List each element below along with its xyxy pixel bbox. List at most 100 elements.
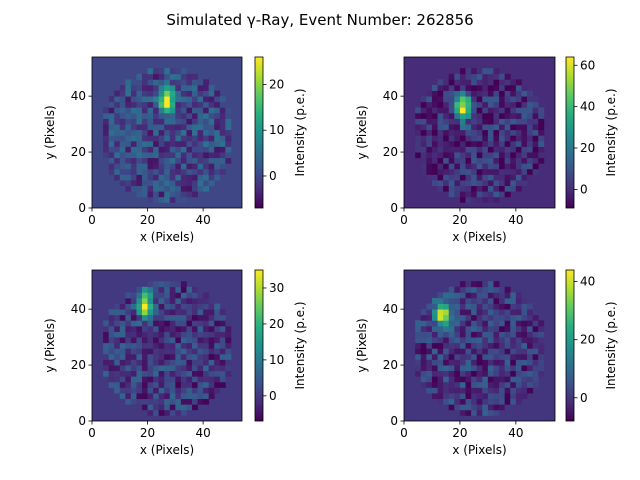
pixel-cell (426, 140, 433, 147)
pixel-cell (493, 101, 500, 108)
pixel-cell (538, 348, 545, 355)
pixel-cell (476, 124, 483, 131)
pixel-cell (510, 381, 517, 388)
pixel-cell (142, 174, 148, 181)
pixel-cell (114, 325, 121, 332)
pixel-cell (471, 376, 478, 383)
pixel-cell (448, 129, 455, 136)
pixel-cell (443, 140, 450, 147)
pixel-cell (153, 124, 160, 131)
pixel-cell (431, 84, 438, 91)
pixel-cell (169, 140, 176, 147)
pixel-cell (471, 146, 478, 153)
pixel-cell (186, 163, 193, 170)
pixel-cell (476, 196, 483, 203)
pixel-cell (476, 118, 483, 125)
pixel-cell (487, 129, 494, 136)
pixel-cell (499, 337, 506, 344)
pixel-cell (142, 303, 148, 310)
pixel-cell (420, 135, 427, 142)
pixel-cell (426, 96, 433, 103)
pixel-cell (186, 84, 193, 91)
pixel-cell (527, 381, 534, 388)
pixel-cell (169, 286, 176, 293)
pixel-cell (153, 107, 160, 114)
pixel-cell (459, 404, 466, 411)
pixel-cell (192, 286, 198, 293)
pixel-cell (437, 314, 444, 321)
pixel-cell (164, 342, 171, 349)
pixel-cell (454, 180, 461, 187)
pixel-cell (465, 68, 472, 75)
pixel-cell (493, 353, 500, 360)
pixel-cell (175, 353, 182, 360)
pixel-cell (197, 342, 204, 349)
pixel-cell (175, 135, 182, 142)
pixel-cell (426, 342, 433, 349)
pixel-cell (180, 107, 187, 114)
pixel-cell (108, 342, 115, 349)
pixel-cell (164, 84, 171, 91)
pixel-cell (142, 353, 148, 360)
pixel-cell (454, 309, 461, 316)
pixel-cell (532, 381, 539, 388)
pixel-cell (214, 353, 221, 360)
x-axis-label: x (Pixels) (140, 230, 194, 244)
pixel-cell (214, 342, 221, 349)
pixel-cell (158, 281, 165, 288)
pixel-cell (504, 393, 511, 400)
pixel-cell (448, 90, 455, 97)
pixel-cell (103, 152, 110, 159)
pixel-cell (153, 365, 160, 372)
pixel-cell (164, 73, 171, 80)
pixel-cell (147, 409, 154, 416)
pixel-cell (437, 180, 444, 187)
pixel-cell (532, 376, 539, 383)
pixel-cell (142, 325, 148, 332)
pixel-cell (459, 146, 466, 153)
pixel-cell (510, 365, 517, 372)
pixel-cell (476, 281, 483, 288)
pixel-cell (443, 387, 450, 394)
pixel-cell (527, 96, 534, 103)
pixel-cell (454, 320, 461, 327)
pixel-cell (203, 320, 210, 327)
pixel-cell (443, 124, 450, 131)
pixel-cell (487, 157, 494, 164)
pixel-cell (219, 337, 226, 344)
pixel-cell (214, 90, 221, 97)
pixel-cell (125, 370, 132, 377)
colorbar-tick-label: 20 (580, 333, 595, 347)
pixel-cell (532, 370, 539, 377)
pixel-cell (482, 342, 489, 349)
pixel-cell (504, 337, 511, 344)
pixel-cell (415, 320, 422, 327)
pixel-cell (164, 79, 171, 86)
pixel-cell (164, 185, 171, 192)
pixel-cell (538, 359, 545, 366)
pixel-cell (415, 146, 422, 153)
x-axis-label: x (Pixels) (452, 230, 506, 244)
pixel-cell (510, 348, 517, 355)
colorbar (254, 56, 264, 209)
pixel-cell (114, 348, 121, 355)
pixel-cell (175, 118, 182, 125)
pixel-cell (527, 342, 534, 349)
pixel-cell (448, 365, 455, 372)
pixel-cell (119, 370, 126, 377)
pixel-cell (114, 90, 121, 97)
pixel-cell (130, 146, 137, 153)
pixel-cell (482, 157, 489, 164)
pixel-cell (443, 370, 450, 377)
pixel-cell (175, 342, 182, 349)
pixel-cell (459, 68, 466, 75)
pixel-cell (203, 348, 210, 355)
pixel-cell (454, 73, 461, 80)
pixel-cell (147, 68, 154, 75)
pixel-cell (415, 337, 422, 344)
pixel-cell (459, 359, 466, 366)
pixel-cell (454, 107, 461, 114)
x-tick-label: 40 (508, 213, 523, 227)
pixel-cell (426, 353, 433, 360)
pixel-cell (108, 353, 115, 360)
